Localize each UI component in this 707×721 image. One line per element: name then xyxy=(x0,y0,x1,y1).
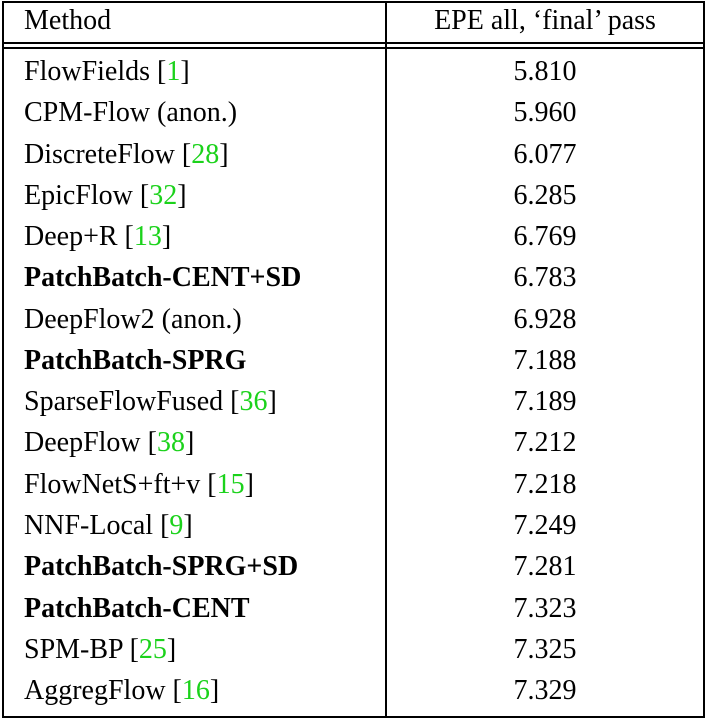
citation: 25 xyxy=(138,633,167,665)
citation: 1 xyxy=(166,56,181,87)
citation: 36 xyxy=(239,386,268,418)
epe-cell: 6.783 xyxy=(513,262,577,294)
method-cell: AggregFlow [16] xyxy=(24,674,219,708)
citation: 16 xyxy=(181,675,210,707)
method-name: EpicFlow xyxy=(24,179,133,211)
citation: 32 xyxy=(149,179,178,211)
bracket: [ xyxy=(230,386,240,418)
epe-cell: 7.212 xyxy=(513,427,577,459)
epe-cell: 7.325 xyxy=(513,633,577,665)
bracket: [ xyxy=(157,56,167,87)
method-name: Deep+R xyxy=(24,221,118,253)
epe-cell: 7.249 xyxy=(513,509,577,541)
method-cell: EpicFlow [32] xyxy=(24,179,187,213)
bracket: ] xyxy=(161,221,172,253)
method-name: FlowNetS+ft+v xyxy=(24,468,201,500)
rule xyxy=(2,716,705,718)
bracket: ] xyxy=(219,138,229,170)
method-cell: FlowFields [1] xyxy=(24,55,190,89)
method-cell: PatchBatch-SPRG xyxy=(24,344,246,378)
epe-cell: 6.928 xyxy=(513,303,577,335)
epe-cell: 7.188 xyxy=(513,344,577,376)
epe-cell: 5.960 xyxy=(513,97,577,129)
epe-cell: 6.077 xyxy=(513,138,577,170)
epe-cell: 7.218 xyxy=(513,468,577,500)
method-name: NNF-Local xyxy=(24,509,154,541)
epe-cell: 7.323 xyxy=(513,592,577,624)
method-cell: PatchBatch-CENT+SD xyxy=(24,261,301,295)
method-cell: Deep+R [13] xyxy=(24,220,171,254)
method-cell: PatchBatch-SPRG+SD xyxy=(24,550,298,584)
method-name: PatchBatch-SPRG+SD xyxy=(24,551,299,583)
bracket: [ xyxy=(147,427,157,459)
method-name: PatchBatch-SPRG xyxy=(24,344,247,376)
method-cell: SPM-BP [25] xyxy=(24,633,176,667)
method-cell: SparseFlowFused [36] xyxy=(24,385,277,419)
bracket: ] xyxy=(183,509,193,541)
rule xyxy=(2,47,705,49)
header-cell: EPE all, ‘final’ pass xyxy=(434,5,656,36)
bracket: ] xyxy=(166,633,177,665)
epe-cell: 7.329 xyxy=(513,675,577,707)
method-cell: CPM-Flow (anon.) xyxy=(24,96,237,130)
bracket: [ xyxy=(181,138,192,170)
method-name: DeepFlow xyxy=(24,427,141,459)
bracket: ] xyxy=(184,427,195,459)
bracket: ] xyxy=(267,386,277,418)
method-cell: DeepFlow2 (anon.) xyxy=(24,303,242,337)
method-name: FlowFields xyxy=(24,56,151,87)
method-cell: DiscreteFlow [28] xyxy=(24,138,229,172)
method-cell: DeepFlow [38] xyxy=(24,426,194,460)
bracket: [ xyxy=(172,675,182,707)
epe-cell: 5.810 xyxy=(513,56,577,87)
header-cell: Method xyxy=(24,5,112,36)
epe-cell: 7.281 xyxy=(513,551,577,583)
method-name: AggregFlow xyxy=(24,675,166,707)
bracket: [ xyxy=(139,179,150,211)
rule xyxy=(2,1,705,3)
bracket: [ xyxy=(129,633,139,665)
bracket: ] xyxy=(244,468,254,500)
epe-cell: 7.189 xyxy=(513,386,577,418)
bracket: [ xyxy=(124,221,134,253)
bracket: ] xyxy=(209,675,220,707)
citation: 15 xyxy=(216,468,245,500)
bracket: ] xyxy=(177,179,187,211)
method-name: SPM-BP xyxy=(24,633,123,665)
citation: 13 xyxy=(133,221,162,253)
rule xyxy=(2,42,705,44)
rule xyxy=(385,1,387,718)
method-name: CPM-Flow (anon.) xyxy=(24,97,238,129)
rule xyxy=(703,1,705,718)
epe-cell: 6.769 xyxy=(513,221,577,253)
citation: 9 xyxy=(169,509,184,541)
method-cell: PatchBatch-CENT xyxy=(24,592,250,626)
bracket: [ xyxy=(160,509,170,541)
bracket: ] xyxy=(180,56,190,87)
method-name: PatchBatch-CENT+SD xyxy=(24,262,302,294)
method-cell: FlowNetS+ft+v [15] xyxy=(24,468,254,502)
citation: 28 xyxy=(191,138,220,170)
method-name: DeepFlow2 (anon.) xyxy=(24,303,242,335)
method-name: PatchBatch-CENT xyxy=(24,592,250,624)
method-cell: NNF-Local [9] xyxy=(24,509,193,543)
method-name: SparseFlowFused xyxy=(24,386,224,418)
bracket: [ xyxy=(207,468,217,500)
epe-cell: 6.285 xyxy=(513,179,577,211)
rule xyxy=(2,1,4,718)
citation: 38 xyxy=(156,427,185,459)
method-name: DiscreteFlow xyxy=(24,138,175,170)
